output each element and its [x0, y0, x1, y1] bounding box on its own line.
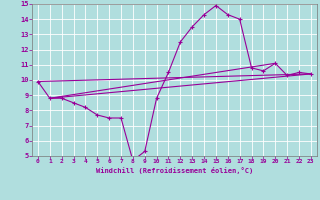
X-axis label: Windchill (Refroidissement éolien,°C): Windchill (Refroidissement éolien,°C) [96, 167, 253, 174]
